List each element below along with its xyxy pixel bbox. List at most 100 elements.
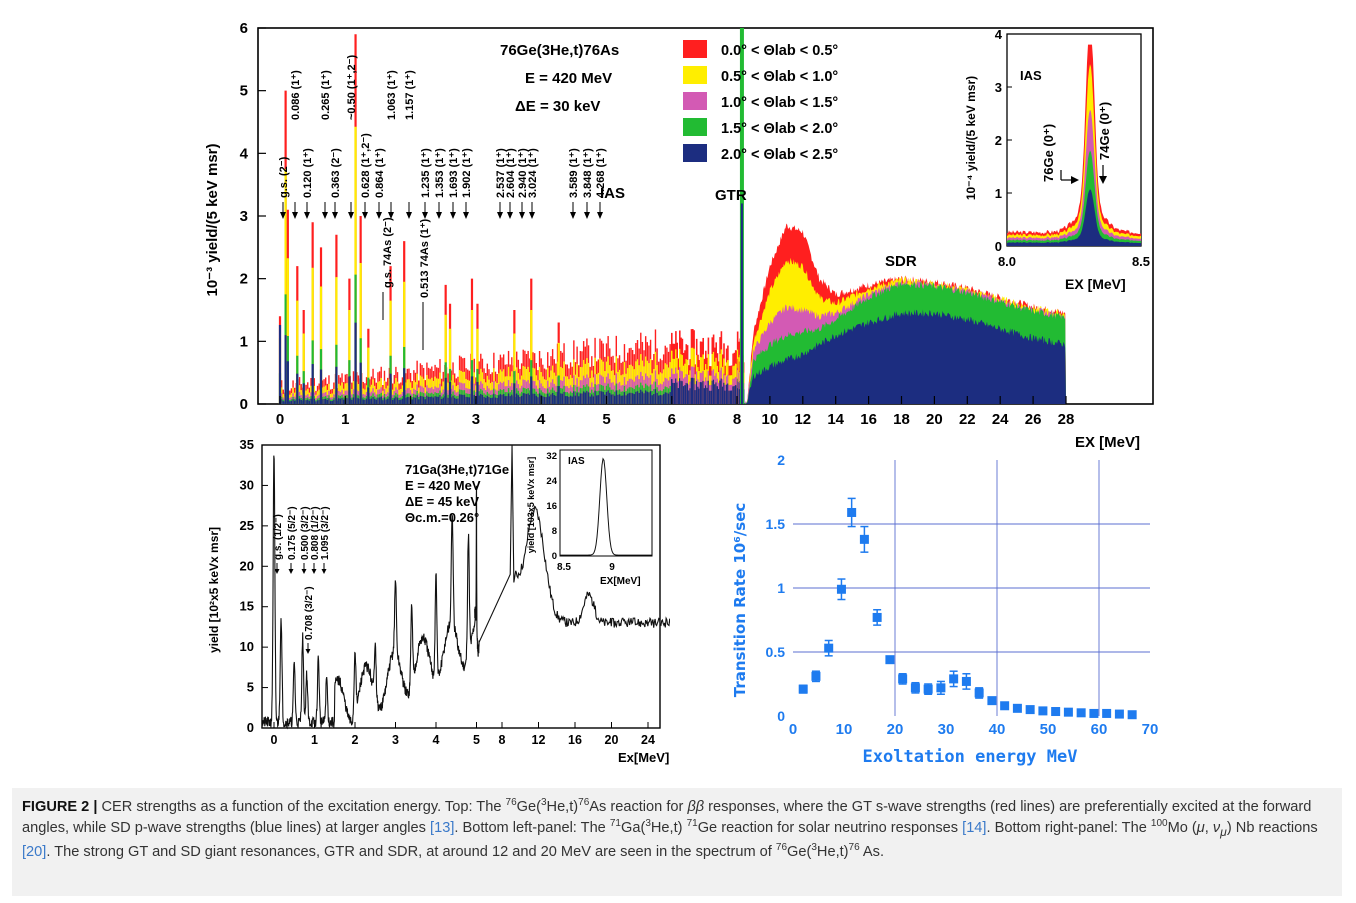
x-tick-label: 24 <box>992 411 1009 428</box>
bl-level-arrowhead <box>305 649 311 654</box>
bl-level-label: g.s. (1/2⁻) <box>273 514 284 560</box>
br-point <box>885 655 895 665</box>
label-sdr: SDR <box>885 253 917 270</box>
level-arrowhead <box>406 212 412 219</box>
bl-ytick-label: 5 <box>247 680 254 695</box>
level-arrowhead <box>463 212 469 219</box>
x-tick-label: 12 <box>794 411 811 428</box>
bl-xtick-label: 12 <box>532 733 546 747</box>
br-point <box>1089 708 1099 718</box>
level-arrowhead <box>322 212 328 219</box>
br-point <box>1051 707 1061 717</box>
br-xtick-label: 70 <box>1142 721 1159 738</box>
level-label: 2.537 (1⁺) <box>495 148 507 198</box>
bl-plot-frame <box>261 444 661 729</box>
br-point <box>1000 701 1010 711</box>
level-label: ~0.50 (1⁺,2⁻) <box>346 55 358 120</box>
bl-inset-xtick: 8.5 <box>557 562 571 573</box>
br-point <box>847 507 857 517</box>
level-label: 0.086 (1⁺) <box>290 70 302 120</box>
legend-label: 1.0° < Θlab < 1.5° <box>721 95 838 111</box>
bl-level-arrowhead <box>274 569 280 574</box>
bl-xtick-label: 2 <box>352 733 359 747</box>
level-arrowhead <box>519 212 525 219</box>
level-label: 3.848 (1⁺) <box>582 148 594 198</box>
ref-14[interactable]: [14] <box>962 819 987 836</box>
br-ytick-label: 1.5 <box>766 516 786 532</box>
level-label: 0.265 (1⁺) <box>320 70 332 120</box>
level-label: 0.628 (1⁺,2⁻) <box>360 133 372 198</box>
bl-inset-ytick: 16 <box>546 501 557 512</box>
level-label: 0.120 (1⁺) <box>302 148 314 198</box>
legend-swatch <box>683 144 707 162</box>
legend-swatch <box>683 66 707 84</box>
bl-level-label: 0.708 (3/2⁻) <box>304 586 315 640</box>
inset-ytick: 3 <box>995 80 1002 95</box>
bl-ytick-label: 0 <box>247 720 254 735</box>
br-xtick-label: 60 <box>1091 721 1108 738</box>
level-arrowhead <box>280 212 286 219</box>
x-tick-label: 16 <box>860 411 877 428</box>
legend-swatch <box>683 92 707 110</box>
legend-label: 1.5° < Θlab < 2.0° <box>721 121 838 137</box>
bl-inset-ylabel: yield [103x5 keVx msr] <box>526 457 536 554</box>
level-arrowhead <box>507 212 513 219</box>
x-tick-label: 2 <box>406 411 414 428</box>
bl-inset-trace <box>559 457 652 556</box>
ref-13[interactable]: [13] <box>430 819 455 836</box>
x-tick-label: 14 <box>827 411 844 428</box>
inset-xtick: 8.5 <box>1132 254 1150 269</box>
br-point <box>1012 703 1022 713</box>
bl-xtick-label: 24 <box>641 733 655 747</box>
x-tick-label: 3 <box>472 411 480 428</box>
bl-xtick-label: 5 <box>473 733 480 747</box>
inset-xtick: 8.0 <box>998 254 1016 269</box>
bl-ytick-label: 35 <box>240 440 254 452</box>
level-arrowhead <box>292 212 298 219</box>
level-arrowhead <box>529 212 535 219</box>
br-point <box>1127 710 1137 720</box>
legend-label: 0.0° < Θlab < 0.5° <box>721 43 838 59</box>
inset-ytick: 2 <box>995 133 1002 148</box>
level-arrowhead <box>597 212 603 219</box>
bl-xtick-label: 16 <box>568 733 582 747</box>
bl-ytick-label: 15 <box>240 599 254 614</box>
level-label: 3.589 (1⁺) <box>568 148 580 198</box>
bl-level-labels: g.s. (1/2⁻) 0.175 (5/2⁻) 0.500 (3/2⁻) 0.808… <box>273 506 331 654</box>
level-arrowhead <box>497 212 503 219</box>
bl-inset-xtick: 9 <box>609 562 615 573</box>
br-point <box>910 683 920 693</box>
bl-ylabel: yield [10²x5 keVx msr] <box>207 527 221 653</box>
bl-inset-ytick: 0 <box>552 551 557 562</box>
level-label: 1.235 (1⁺) <box>420 148 432 198</box>
level-arrowhead <box>422 212 428 219</box>
br-point <box>836 584 846 594</box>
legend-label: 0.5° < Θlab < 1.0° <box>721 69 838 85</box>
ref-20[interactable]: [20] <box>22 843 47 860</box>
br-ytick-label: 0 <box>777 708 785 724</box>
level-label: 4.268 (1⁺) <box>595 148 607 198</box>
figure-caption: FIGURE 2 | CER strengths as a function o… <box>22 797 1318 860</box>
top-level-labels: g.s. (2⁻) 0.086 (1⁺) 0.120 (1⁺) 0.265 (1⁺) 0… <box>278 55 607 350</box>
level-arrowhead <box>450 212 456 219</box>
bl-ytick-label: 20 <box>240 558 254 573</box>
x-tick-label: 20 <box>926 411 943 428</box>
x-tick-label: 28 <box>1058 411 1075 428</box>
y-tick-label: 6 <box>240 20 248 37</box>
area-4 <box>743 309 1066 404</box>
br-point <box>824 643 834 653</box>
angle-legend: 0.0° < Θlab < 0.5° 0.5° < Θlab < 1.0° 1.0°… <box>683 40 838 163</box>
x-tick-label: 26 <box>1025 411 1042 428</box>
br-point <box>936 683 946 693</box>
legend-swatch <box>683 118 707 136</box>
inset-ytick: 1 <box>995 186 1002 201</box>
bl-level-arrowhead <box>311 569 317 574</box>
level-label: 3.024 (1⁺) <box>527 148 539 198</box>
br-point <box>949 674 959 684</box>
br-point <box>898 674 908 684</box>
bl-xtick-label: 1 <box>311 733 318 747</box>
br-point <box>1063 707 1073 717</box>
inset-ytick: 0 <box>995 239 1002 254</box>
